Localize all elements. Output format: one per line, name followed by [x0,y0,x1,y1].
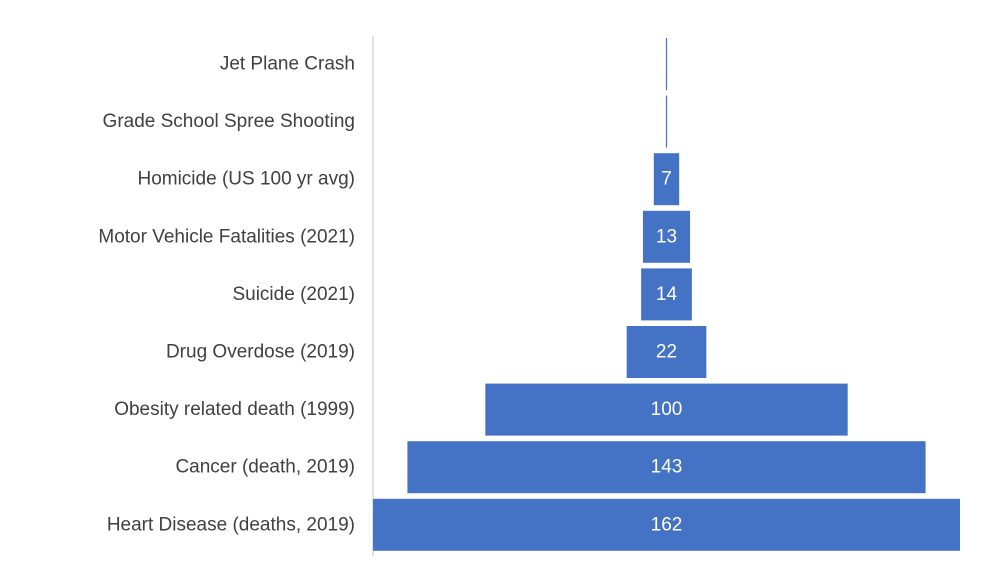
data-labels: 7 13 14 22 100 143 162 [651,169,683,536]
bar-drug-overdose-2019 [626,326,707,378]
data-label-obesity-related-death-1999: 100 [651,399,683,420]
category-label-suicide-2021: Suicide (2021) [232,284,355,305]
category-label-grade-school-spree-shooting: Grade School Spree Shooting [103,111,355,132]
category-label-heart-disease-deaths-2019: Heart Disease (deaths, 2019) [107,514,355,535]
data-label-suicide-2021: 14 [656,284,678,305]
bar-obesity-related-death-1999 [485,383,848,436]
funnel-bars [373,38,960,551]
bar-jet-plane-crash [665,38,668,90]
data-label-motor-vehicle-fatalities-2021: 13 [656,226,677,247]
bar-grade-school-spree-shooting [665,95,668,148]
category-label-cancer-death-2019: Cancer (death, 2019) [175,457,355,478]
bar-cancer-death-2019 [407,441,926,494]
category-labels: Jet Plane Crash Grade School Spree Shooti… [98,54,355,536]
category-label-jet-plane-crash: Jet Plane Crash [220,54,355,75]
category-label-homicide-us-100-yr-avg: Homicide (US 100 yr avg) [137,169,355,190]
bar-heart-disease-deaths-2019 [373,498,960,551]
category-label-drug-overdose-2019: Drug Overdose (2019) [166,342,355,363]
data-label-cancer-death-2019: 143 [651,457,683,478]
bar-motor-vehicle-fatalities-2021 [642,210,691,263]
data-label-drug-overdose-2019: 22 [656,342,677,363]
data-label-homicide-us-100-yr-avg: 7 [661,169,672,190]
category-label-motor-vehicle-fatalities-2021: Motor Vehicle Fatalities (2021) [98,226,355,247]
bar-suicide-2021 [641,268,692,321]
bar-homicide-us-100-yr-avg [653,153,680,206]
category-label-obesity-related-death-1999: Obesity related death (1999) [114,399,355,420]
data-label-heart-disease-deaths-2019: 162 [651,514,683,535]
